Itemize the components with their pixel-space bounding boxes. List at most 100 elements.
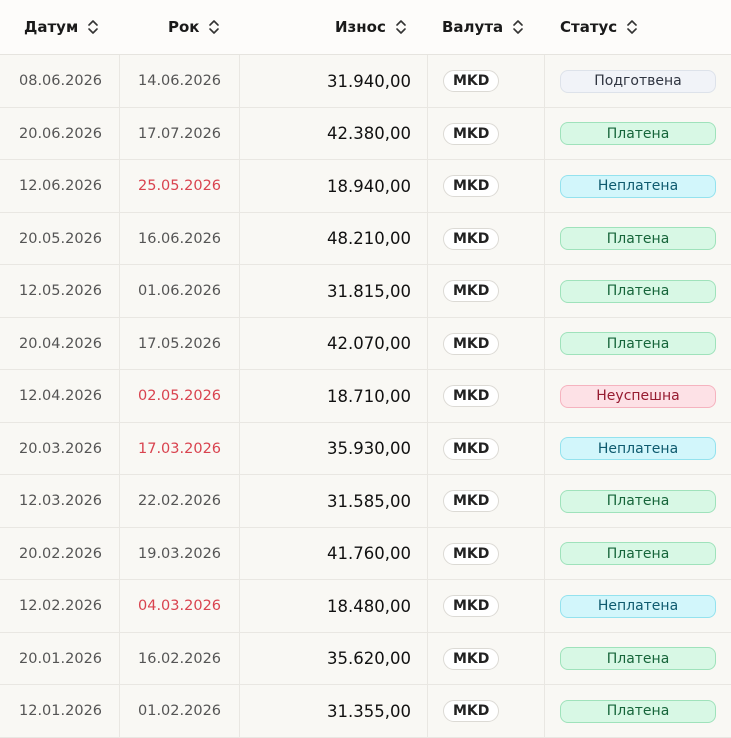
status-cell: Неуспешна <box>545 370 731 422</box>
due-date: 01.02.2026 <box>138 703 222 719</box>
status-badge: Платена <box>560 122 716 145</box>
amount-cell: 31.815,00 <box>240 265 428 317</box>
currency-chip: MKD <box>443 437 500 460</box>
table-row[interactable]: 20.01.2026 16.02.2026 35.620,00 MKD Платена <box>0 632 731 685</box>
date-cell: 20.01.2026 <box>0 632 120 685</box>
table-row[interactable]: 20.03.2026 17.03.2026 35.930,00 MKD Неплатен… <box>0 422 731 475</box>
column-header[interactable]: Износ <box>335 0 407 54</box>
table-row[interactable]: 12.04.2026 02.05.2026 18.710,00 MKD Неуспешн… <box>0 370 731 423</box>
currency-chip: MKD <box>443 542 500 565</box>
due-cell: 16.06.2026 <box>120 212 240 265</box>
table-row[interactable]: 20.06.2026 17.07.2026 42.380,00 MKD Платена <box>0 107 731 160</box>
amount-cell: 31.940,00 <box>240 55 428 107</box>
column-title: Рок <box>168 18 200 36</box>
amount-cell: 42.070,00 <box>240 317 428 370</box>
due-cell: 17.05.2026 <box>120 317 240 370</box>
status-cell: Платена <box>545 475 731 527</box>
sort-icon <box>88 20 99 34</box>
sort-icon <box>627 20 637 34</box>
table-row[interactable]: 12.03.2026 22.02.2026 31.585,00 MKD Платена <box>0 475 731 528</box>
due-cell: 17.07.2026 <box>120 107 240 160</box>
date-cell: 20.03.2026 <box>0 422 120 475</box>
currency-chip: MKD <box>443 385 500 407</box>
column-header[interactable]: Рок <box>168 0 220 54</box>
table-row[interactable]: 12.01.2026 01.02.2026 31.355,00 MKD Платена <box>0 685 731 738</box>
currency-cell: MKD <box>428 107 545 160</box>
due-cell: 04.03.2026 <box>120 580 240 632</box>
amount-cell: 18.710,00 <box>240 370 428 422</box>
currency-cell: MKD <box>428 370 545 422</box>
currency-chip: MKD <box>443 332 500 355</box>
status-badge: Неплатена <box>560 437 716 460</box>
status-badge: Неплатена <box>560 594 716 618</box>
due-cell: 01.06.2026 <box>120 265 240 317</box>
currency-cell: MKD <box>428 265 545 317</box>
due-date: 19.03.2026 <box>138 545 222 562</box>
amount-cell: 48.210,00 <box>240 212 428 265</box>
status-cell: Платена <box>545 528 731 580</box>
date-cell: 20.02.2026 <box>0 527 120 580</box>
date-cell: 08.06.2026 <box>0 55 120 107</box>
status-cell: Неплатена <box>545 580 731 632</box>
column-title: Датум <box>24 18 79 36</box>
currency-cell: MKD <box>428 422 545 475</box>
status-cell: Платена <box>545 318 731 370</box>
status-badge: Неплатена <box>560 174 716 198</box>
due-cell: 02.05.2026 <box>120 370 240 422</box>
due-date: 14.06.2026 <box>138 73 222 89</box>
status-badge: Платена <box>560 489 716 513</box>
column-header[interactable]: Валута <box>442 0 524 54</box>
sort-icon <box>396 20 406 34</box>
table-row[interactable]: 08.06.2026 14.06.2026 31.940,00 MKD Подготве… <box>0 55 731 108</box>
currency-cell: MKD <box>428 212 545 265</box>
currency-cell: MKD <box>428 685 545 737</box>
currency-cell: MKD <box>428 527 545 580</box>
column-header[interactable]: Статус <box>560 0 638 54</box>
amount-cell: 41.760,00 <box>240 527 428 580</box>
due-cell: 22.02.2026 <box>120 475 240 527</box>
due-date: 22.02.2026 <box>138 493 222 509</box>
sort-icon <box>209 20 220 34</box>
date-cell: 20.05.2026 <box>0 212 120 265</box>
currency-chip: MKD <box>443 280 500 302</box>
due-cell: 25.05.2026 <box>120 160 240 212</box>
table-row[interactable]: 20.02.2026 19.03.2026 41.760,00 MKD Платена <box>0 527 731 580</box>
due-date: 17.05.2026 <box>138 335 222 352</box>
issue-date: 08.06.2026 <box>19 73 103 89</box>
status-badge: Платена <box>560 647 716 670</box>
due-date: 25.05.2026 <box>138 178 222 194</box>
table-header: Датум Рок Износ Валута Статус <box>0 0 731 55</box>
amount: 48.210,00 <box>327 229 411 248</box>
issue-date: 20.03.2026 <box>19 440 103 457</box>
status-cell: Неплатена <box>545 423 731 475</box>
due-cell: 19.03.2026 <box>120 527 240 580</box>
currency-cell: MKD <box>428 580 545 632</box>
date-cell: 20.04.2026 <box>0 317 120 370</box>
currency-chip: MKD <box>443 490 500 512</box>
currency-cell: MKD <box>428 317 545 370</box>
issue-date: 20.04.2026 <box>19 335 103 352</box>
column-header[interactable]: Датум <box>24 0 99 54</box>
status-badge: Платена <box>560 332 716 355</box>
due-date: 04.03.2026 <box>138 598 222 614</box>
due-cell: 17.03.2026 <box>120 422 240 475</box>
status-cell: Платена <box>545 265 731 317</box>
currency-chip: MKD <box>443 122 500 145</box>
amount: 35.620,00 <box>327 649 411 668</box>
currency-chip: MKD <box>443 227 500 250</box>
issue-date: 12.03.2026 <box>19 493 103 509</box>
due-cell: 14.06.2026 <box>120 55 240 107</box>
amount-cell: 35.930,00 <box>240 422 428 475</box>
table-row[interactable]: 12.02.2026 04.03.2026 18.480,00 MKD Неплатен… <box>0 580 731 633</box>
table-row[interactable]: 12.06.2026 25.05.2026 18.940,00 MKD Неплатен… <box>0 160 731 213</box>
issue-date: 12.05.2026 <box>19 283 103 299</box>
date-cell: 12.01.2026 <box>0 685 120 737</box>
amount: 41.760,00 <box>327 544 411 563</box>
table-row[interactable]: 20.05.2026 16.06.2026 48.210,00 MKD Платена <box>0 212 731 265</box>
currency-chip: MKD <box>443 647 500 670</box>
table-row[interactable]: 12.05.2026 01.06.2026 31.815,00 MKD Платена <box>0 265 731 318</box>
currency-chip: MKD <box>443 175 500 197</box>
table-row[interactable]: 20.04.2026 17.05.2026 42.070,00 MKD Платена <box>0 317 731 370</box>
status-cell: Платена <box>545 633 731 685</box>
